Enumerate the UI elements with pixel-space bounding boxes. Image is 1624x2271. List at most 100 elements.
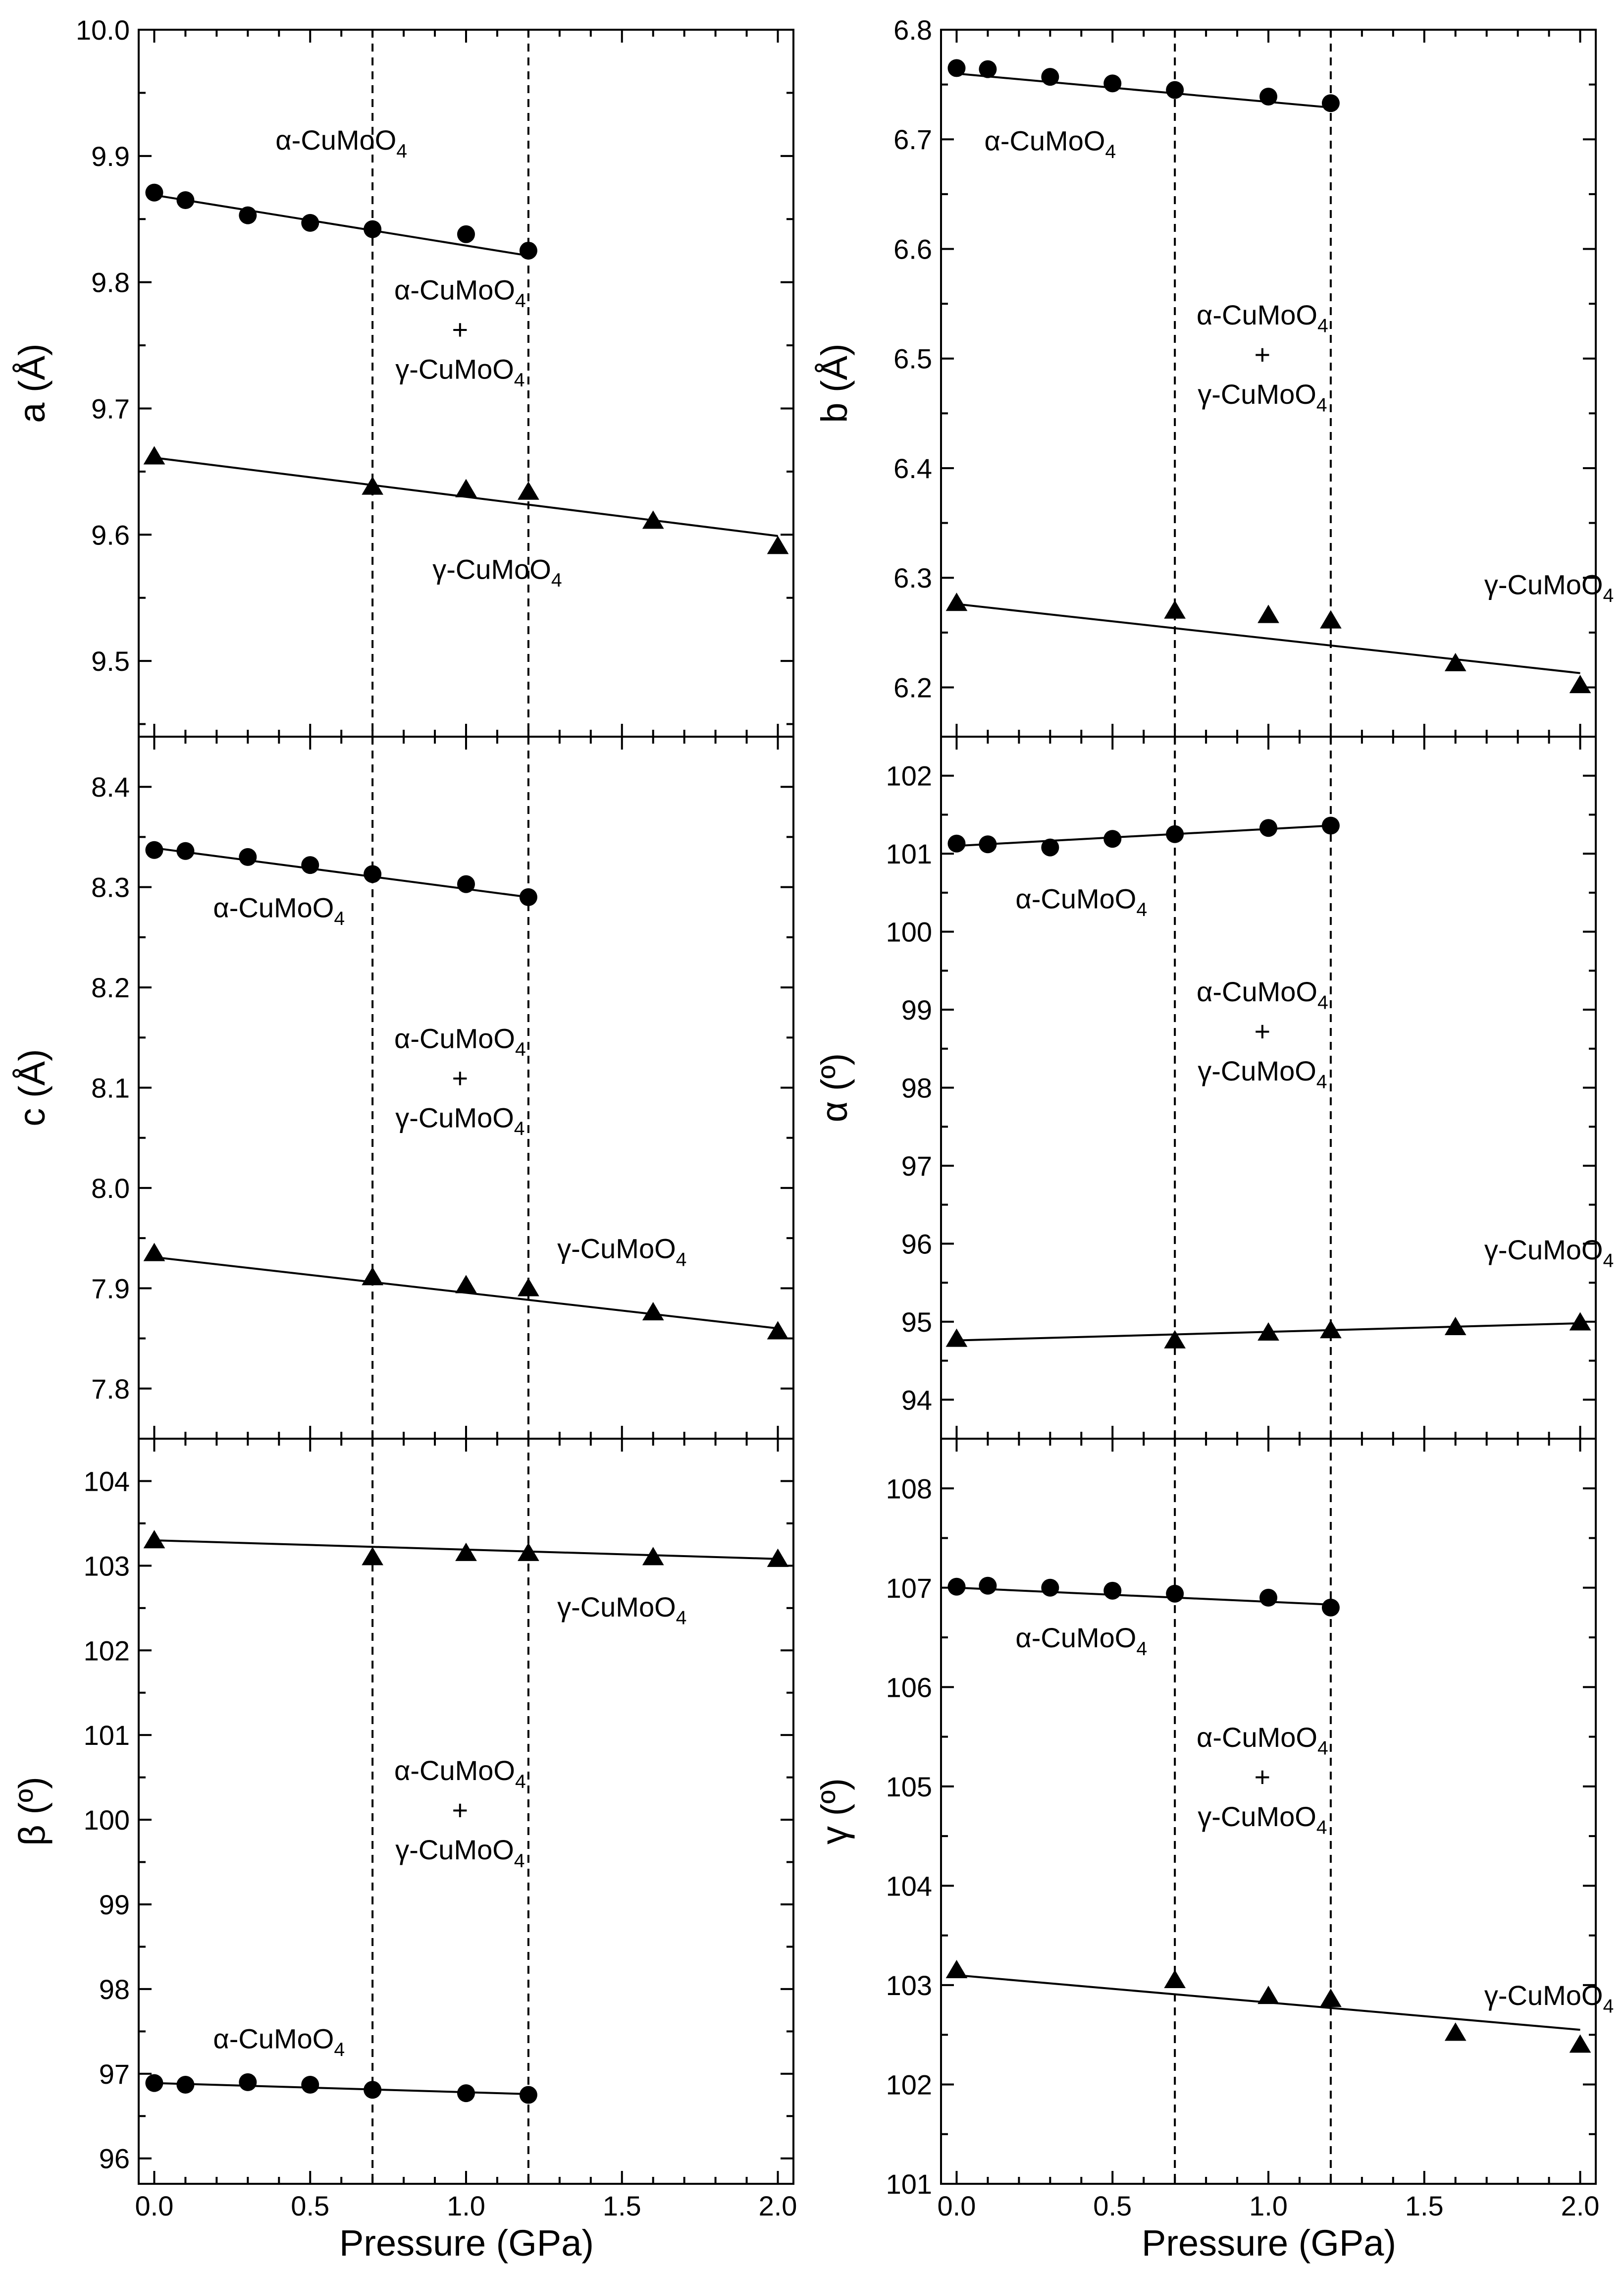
alpha-phase-point: [1166, 81, 1184, 99]
y-tick-label: 10.0: [76, 14, 130, 46]
y-tick-label: 8.0: [91, 1173, 130, 1204]
y-axis-label: c (Å): [11, 1049, 52, 1126]
alpha-phase-point: [1321, 816, 1340, 835]
gamma-phase-point: [455, 479, 477, 497]
alpha-phase-point: [457, 875, 475, 893]
mixed-phase-label-gamma: γ-CuMoO4: [1198, 1801, 1327, 1838]
x-tick-label: 1.5: [603, 2190, 641, 2221]
gamma-phase-point: [1164, 600, 1186, 619]
alpha-phase-point: [239, 2073, 257, 2091]
alpha-phase-point: [979, 835, 997, 854]
mixed-phase-label-gamma: γ-CuMoO4: [1198, 1055, 1327, 1093]
mixed-phase-label-gamma: γ-CuMoO4: [395, 353, 524, 391]
gamma-phase-point: [1569, 675, 1591, 694]
alpha-phase-point: [145, 183, 163, 202]
mixed-phase-label-alpha: α-CuMoO4: [394, 1755, 526, 1792]
x-tick-label: 0.5: [1093, 2190, 1132, 2221]
alpha-phase-point: [176, 2076, 195, 2094]
x-tick-label: 1.0: [447, 2190, 485, 2221]
y-tick-label: 9.8: [91, 267, 130, 298]
mixed-phase-plus: +: [452, 1063, 469, 1094]
linear-fit-line: [154, 194, 529, 257]
y-tick-label: 100: [886, 917, 932, 948]
mixed-phase-plus: +: [1255, 339, 1271, 370]
gamma-phase-point: [1444, 2022, 1467, 2041]
y-tick-label: 9.6: [91, 519, 130, 550]
gamma-phase-label: γ-CuMoO4: [1484, 569, 1614, 606]
alpha-phase-point: [1259, 819, 1277, 837]
y-tick-label: 8.2: [91, 972, 130, 1003]
gamma-phase-point: [143, 1530, 165, 1549]
x-tick-label: 2.0: [759, 2190, 797, 2221]
gamma-phase-point: [518, 1278, 539, 1297]
alpha-phase-label: α-CuMoO4: [984, 125, 1116, 162]
mixed-phase-plus: +: [452, 1794, 469, 1826]
gamma-phase-label: γ-CuMoO4: [557, 1591, 686, 1629]
mixed-phase-label-gamma: γ-CuMoO4: [1198, 378, 1327, 416]
gamma-phase-point: [455, 1275, 477, 1294]
gamma-phase-point: [362, 1547, 383, 1566]
panel-c: 7.8 7.9 8.0 8.1 8.2 8.3 8.4 c (Å): [11, 736, 794, 1440]
gamma-phase-point: [1257, 1986, 1279, 2004]
panel-beta: 96 97 98 99 100 101 102 103 104 0.0 0.5 1.0 1.5 2.0 β …: [11, 1438, 797, 2221]
alpha-phase-point: [176, 191, 195, 210]
alpha-phase-point: [301, 2076, 319, 2094]
y-tick-label: 102: [886, 760, 932, 792]
alpha-phase-point: [1103, 74, 1122, 93]
gamma-phase-label: γ-CuMoO4: [557, 1233, 686, 1271]
gamma-phase-point: [767, 1548, 789, 1567]
gamma-phase-point: [362, 1267, 383, 1286]
alpha-phase-point: [145, 841, 163, 859]
y-tick-label: 106: [886, 1672, 932, 1703]
y-axis-label: β (º): [11, 1777, 52, 1845]
gamma-phase-point: [945, 593, 968, 611]
alpha-phase-point: [519, 888, 537, 906]
alpha-phase-point: [1103, 830, 1122, 848]
gamma-phase-point: [642, 510, 664, 529]
alpha-phase-point: [1259, 87, 1277, 106]
mixed-phase-label-alpha: α-CuMoO4: [394, 1023, 526, 1061]
y-tick-label: 6.7: [893, 124, 932, 155]
y-tick-label: 102: [886, 2069, 932, 2100]
y-tick-label: 103: [84, 1550, 130, 1581]
y-tick-label: 96: [901, 1228, 932, 1259]
alpha-phase-label: α-CuMoO4: [213, 892, 345, 929]
panel-a: 9.5 9.6 9.7 9.8 9.9 10.0 a (Å): [11, 14, 794, 738]
mixed-phase-label-alpha: α-CuMoO4: [1197, 976, 1328, 1014]
x-tick-label: 0.0: [938, 2190, 976, 2221]
x-tick-label: 1.0: [1249, 2190, 1288, 2221]
alpha-phase-point: [301, 856, 319, 874]
gamma-phase-point: [1164, 1330, 1186, 1349]
y-tick-label: 9.7: [91, 393, 130, 424]
gamma-phase-point: [945, 1328, 968, 1347]
y-tick-label: 8.1: [91, 1073, 130, 1104]
y-axis-label: b (Å): [814, 343, 855, 423]
mixed-phase-plus: +: [1255, 1016, 1271, 1047]
alpha-phase-point: [1321, 94, 1340, 112]
alpha-phase-label: α-CuMoO4: [213, 2023, 345, 2061]
gamma-phase-point: [642, 1547, 664, 1566]
y-tick-label: 7.9: [91, 1273, 130, 1304]
gamma-phase-point: [1320, 1320, 1342, 1339]
alpha-phase-point: [1321, 1598, 1340, 1617]
y-tick-label: 105: [886, 1771, 932, 1802]
alpha-phase-point: [364, 2081, 382, 2099]
alpha-phase-point: [364, 865, 382, 883]
y-tick-label: 6.2: [893, 672, 932, 703]
gamma-phase-point: [767, 536, 789, 554]
alpha-phase-point: [1103, 1581, 1122, 1600]
x-axis-label-right: Pressure (GPa): [1142, 2222, 1396, 2264]
y-tick-label: 103: [886, 1970, 932, 2001]
y-tick-label: 6.8: [893, 14, 932, 46]
gamma-phase-point: [1164, 1970, 1186, 1989]
mixed-phase-label-alpha: α-CuMoO4: [1197, 1722, 1328, 1759]
gamma-phase-point: [518, 481, 539, 500]
alpha-phase-point: [947, 834, 966, 853]
y-tick-label: 107: [886, 1572, 932, 1604]
y-tick-label: 97: [901, 1150, 932, 1182]
gamma-phase-label: γ-CuMoO4: [1484, 1980, 1614, 2017]
y-tick-label: 8.3: [91, 872, 130, 903]
y-axis-label: a (Å): [11, 343, 52, 423]
alpha-phase-point: [947, 1577, 966, 1596]
y-tick-label: 98: [99, 1974, 130, 2005]
